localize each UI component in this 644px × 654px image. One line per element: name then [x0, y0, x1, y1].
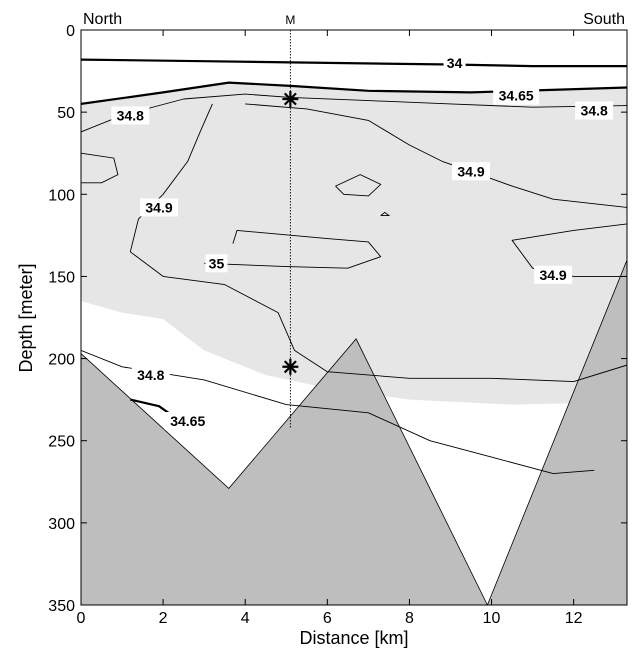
y-tick-label: 250: [48, 434, 75, 451]
corner-label-north: North: [83, 11, 122, 28]
contour-label: 34: [447, 55, 463, 71]
contour-label-background: [443, 53, 466, 72]
contour-line-35: [232, 229, 382, 269]
contour-label-background: [111, 106, 150, 125]
sample-star-marker: [282, 358, 299, 375]
contour-loop: [380, 211, 391, 217]
y-tick-label: 300: [48, 516, 75, 533]
sample-star-marker: [282, 91, 299, 107]
contour-label-background: [493, 86, 540, 105]
x-tick-label: 8: [405, 610, 414, 627]
fills-layer: [81, 82, 627, 605]
x-tick-label: 0: [77, 610, 86, 627]
contour-line-34-9: [129, 103, 627, 383]
x-tick-label: 4: [241, 610, 250, 627]
x-tick-label: 2: [159, 610, 168, 627]
plot-frame: [80, 29, 628, 606]
contour-label: 34.9: [145, 199, 172, 215]
contour-label-background: [205, 254, 228, 273]
sample-star-stroke: [283, 92, 297, 106]
y-tick-label: 50: [57, 105, 75, 122]
seafloor-region: [81, 259, 627, 605]
y-tick-label: 350: [48, 598, 75, 615]
corner-label-south: South: [583, 11, 625, 28]
contour-label-background: [131, 366, 170, 384]
contour-label-background: [534, 265, 573, 284]
y-tick-label: 200: [48, 352, 75, 369]
sample-star-stroke: [283, 360, 297, 374]
x-tick-label: 6: [323, 610, 332, 627]
contour-label: 34.65: [170, 413, 205, 429]
contour-line-34-65: [81, 81, 627, 105]
contour-labels-layer: 34 34.65 34.8 34.8 34.9 34.9 35 34.9 34.8 34.65: [111, 53, 614, 430]
station-label: M: [285, 13, 295, 27]
contour-label-background: [140, 198, 178, 217]
y-tick-label: 0: [66, 23, 75, 40]
water-mass-region: [81, 82, 627, 405]
y-tick-label: 100: [48, 187, 75, 204]
y-tick-label: 150: [48, 269, 75, 286]
contour-label: 34.8: [137, 367, 164, 383]
contour-label: 34.9: [539, 267, 566, 283]
contour-line-34-9: [511, 223, 627, 277]
contour-label: 35: [209, 255, 225, 271]
station-layer: M: [282, 13, 299, 428]
contour-line-34: [81, 58, 627, 68]
contour-label: 34.65: [499, 88, 534, 104]
contour-label-background: [575, 101, 614, 120]
contour-loop: [81, 152, 119, 184]
contour-label: 34.9: [457, 163, 484, 179]
contour-label: 34.8: [117, 107, 144, 123]
contour-line-35: [204, 262, 348, 269]
x-tick-label: 12: [565, 610, 583, 627]
axes-layer: 0 2 4 6 8 10 12 0 50 100 150 200 250 300 350: [48, 23, 627, 627]
contour-line-34-9: [245, 103, 627, 208]
contour-label-background: [452, 162, 490, 181]
x-tick-label: 10: [483, 610, 501, 627]
contour-label-background: [164, 412, 211, 430]
contour-label: 34.8: [581, 103, 608, 119]
y-axis-title: Depth [meter]: [16, 263, 36, 372]
x-axis-title: Distance [km]: [299, 628, 408, 648]
contour-loop: [335, 174, 382, 197]
